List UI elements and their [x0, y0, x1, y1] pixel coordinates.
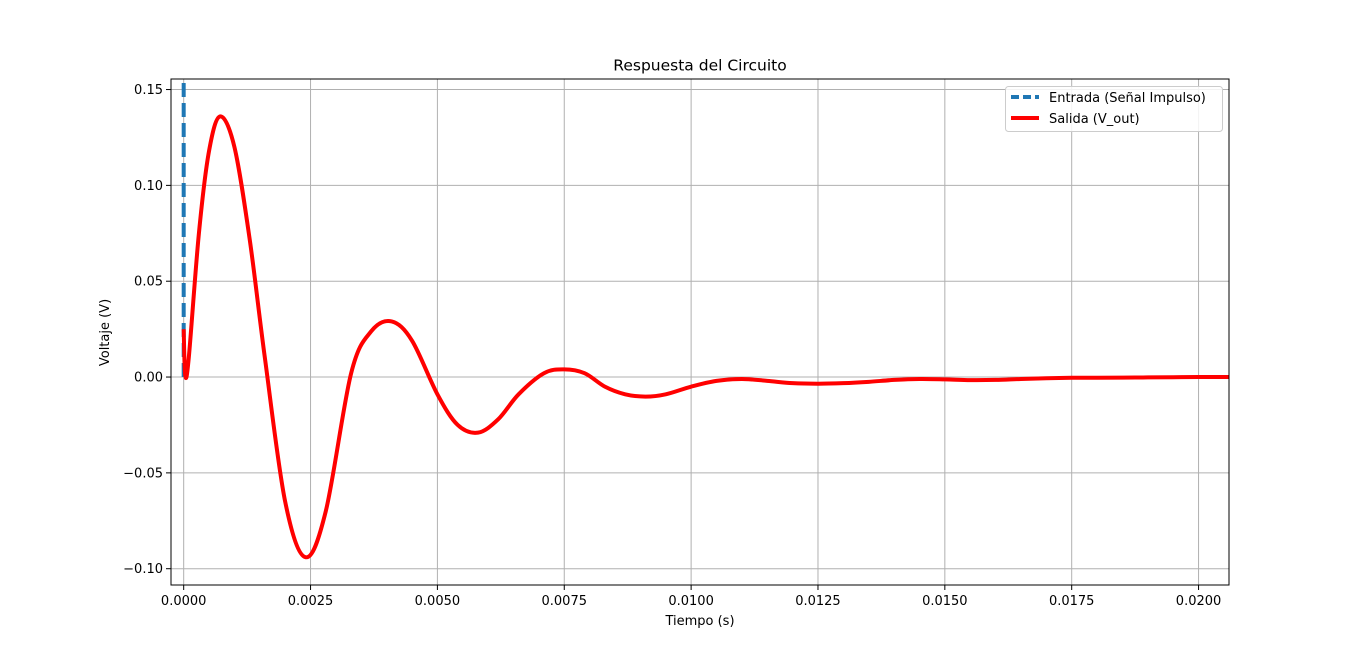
y-tick-label: −0.05	[123, 466, 163, 481]
plot-area: 0.0000 0.0025 0.0050 0.0075 0.0100 0.0125 0.01…	[123, 78, 1230, 609]
legend-label: Entrada (Señal Impulso)	[1049, 91, 1206, 106]
axis-ticks: 0.0000 0.0025 0.0050 0.0075 0.0100 0.0125 0.01…	[123, 83, 1221, 609]
x-tick-label: 0.0175	[1049, 594, 1095, 609]
y-tick-label: 0.00	[134, 371, 163, 386]
y-tick-label: 0.15	[134, 83, 163, 98]
axes-frame	[170, 78, 1230, 586]
x-tick-label: 0.0075	[542, 594, 588, 609]
y-tick-label: 0.05	[134, 275, 163, 290]
x-tick-label: 0.0100	[668, 594, 714, 609]
legend-label: Salida (V_out)	[1049, 112, 1140, 127]
y-tick-label: −0.10	[123, 562, 163, 577]
series-lines	[181, 79, 1229, 560]
x-tick-label: 0.0025	[288, 594, 334, 609]
chart-title: Respuesta del Circuito	[613, 57, 786, 75]
legend: Entrada (Señal Impulso) Salida (V_out)	[1005, 86, 1223, 132]
gridlines	[171, 79, 1229, 585]
y-tick-label: 0.10	[134, 179, 163, 194]
x-tick-label: 0.0050	[415, 594, 461, 609]
legend-box	[1005, 86, 1223, 132]
x-tick-label: 0.0150	[922, 594, 968, 609]
series-line-output	[181, 114, 1229, 560]
x-tick-label: 0.0125	[795, 594, 841, 609]
x-axis-title: Tiempo (s)	[664, 614, 734, 629]
y-axis-title: Voltaje (V)	[98, 299, 113, 366]
x-tick-label: 0.0200	[1176, 594, 1222, 609]
x-tick-label: 0.0000	[161, 594, 207, 609]
